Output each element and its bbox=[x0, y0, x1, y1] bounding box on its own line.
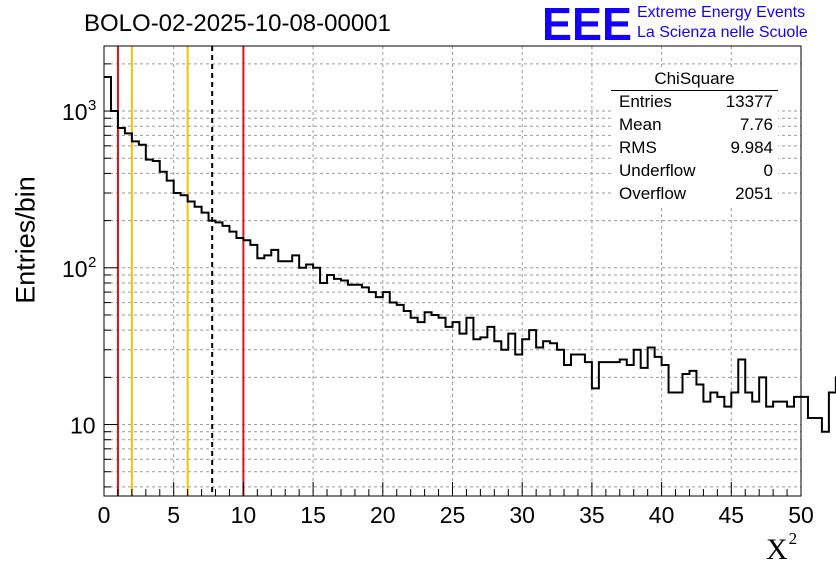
eee-logo-letters: EEE bbox=[542, 3, 632, 43]
x-tick-label: 45 bbox=[719, 502, 745, 528]
y-tick-label: 10 bbox=[62, 99, 88, 125]
stats-value: 7.76 bbox=[739, 115, 773, 134]
x-tick-label: 35 bbox=[579, 502, 605, 528]
stats-label: RMS bbox=[619, 138, 657, 157]
x-tick-labels: 0 5 10 15 20 25 30 35 40 45 50 bbox=[98, 502, 814, 528]
y-tick-label: 10 bbox=[62, 256, 88, 282]
x-axis-label: X2 bbox=[766, 529, 797, 567]
eee-logo-caption: Extreme Energy Events La Scienza nelle S… bbox=[637, 3, 808, 43]
stats-value: 9.984 bbox=[730, 138, 773, 157]
stats-row-entries: Entries 13377 bbox=[619, 92, 773, 114]
x-tick-label: 5 bbox=[167, 502, 180, 528]
y-tick-label: 10 bbox=[70, 413, 96, 439]
stats-row-underflow: Underflow 0 bbox=[619, 161, 773, 183]
stats-row-overflow: Overflow 2051 bbox=[619, 184, 773, 206]
stats-value: 2051 bbox=[735, 184, 773, 203]
x-tick-label: 20 bbox=[370, 502, 396, 528]
chart-title: BOLO-02-2025-10-08-00001 bbox=[84, 10, 391, 37]
stats-row-mean: Mean 7.76 bbox=[619, 115, 773, 137]
eee-logo: EEE bbox=[542, 3, 632, 43]
stats-label: Overflow bbox=[619, 184, 687, 203]
eee-logo-line1: Extreme Energy Events bbox=[637, 4, 806, 21]
x-tick-label: 40 bbox=[649, 502, 675, 528]
x-tick-label: 50 bbox=[788, 502, 814, 528]
x-axis-label-text: X bbox=[766, 533, 788, 566]
y-tick-label-exponent: 3 bbox=[88, 97, 96, 114]
plot-frame bbox=[103, 45, 802, 497]
stats-label: Entries bbox=[619, 92, 672, 111]
x-tick-label: 15 bbox=[300, 502, 326, 528]
histogram-line bbox=[104, 75, 836, 433]
x-axis-label-superscript: 2 bbox=[788, 529, 798, 548]
x-tick-label: 0 bbox=[98, 502, 111, 528]
x-tick-label: 30 bbox=[509, 502, 535, 528]
stats-row-rms: RMS 9.984 bbox=[619, 138, 773, 160]
stats-box: ChiSquare Entries 13377 Mean 7.76 RMS 9.… bbox=[611, 67, 778, 207]
x-tick-label: 25 bbox=[440, 502, 466, 528]
x-tick-label: 10 bbox=[231, 502, 257, 528]
stats-separator bbox=[611, 90, 778, 91]
eee-logo-line2: La Scienza nelle Scuole bbox=[637, 24, 808, 41]
stats-label: Underflow bbox=[619, 161, 696, 180]
stats-label: Mean bbox=[619, 115, 662, 134]
stats-value: 0 bbox=[763, 161, 773, 180]
y-tick-label-exponent: 2 bbox=[88, 254, 96, 271]
stats-value: 13377 bbox=[725, 92, 773, 111]
stats-title: ChiSquare bbox=[654, 69, 735, 88]
